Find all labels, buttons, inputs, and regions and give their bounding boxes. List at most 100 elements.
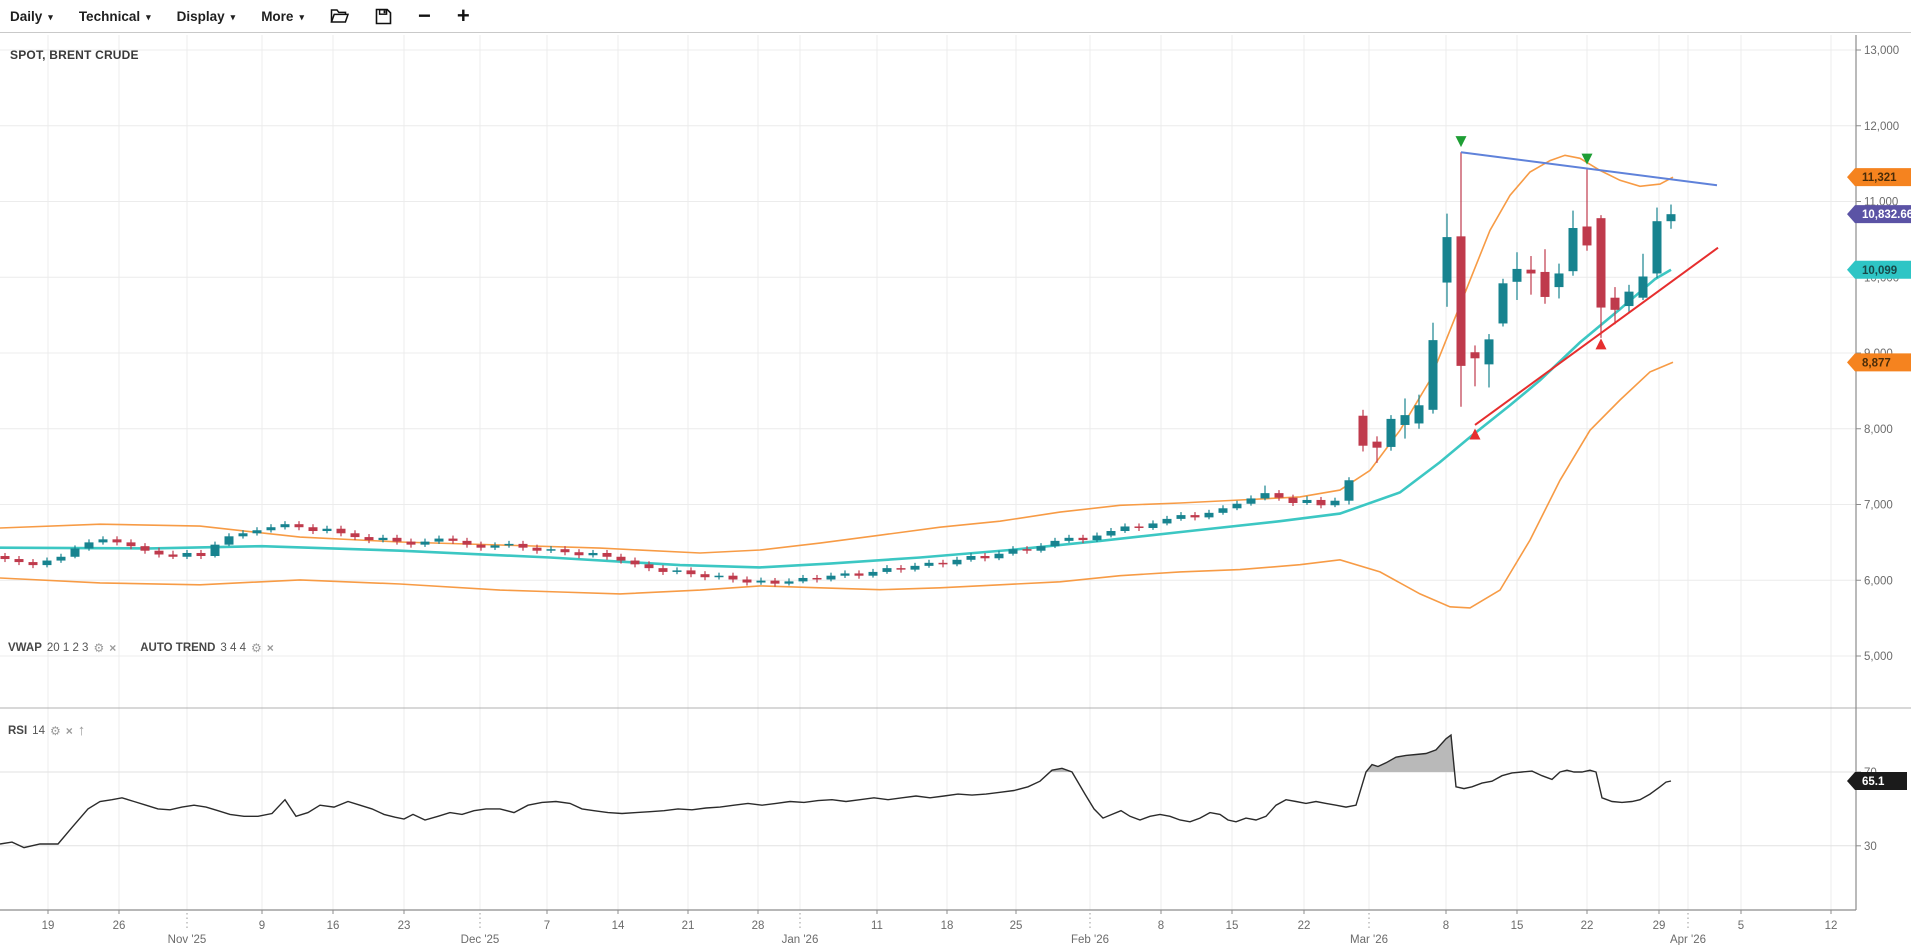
candle[interactable] [126, 542, 136, 547]
candle[interactable] [462, 540, 472, 545]
candle[interactable] [658, 568, 668, 572]
candle[interactable] [532, 547, 542, 551]
candle[interactable] [1330, 500, 1340, 506]
candle[interactable] [1050, 540, 1060, 547]
candle[interactable] [574, 552, 584, 556]
pivot-marker-down-icon[interactable] [1581, 153, 1593, 165]
candle[interactable] [1036, 546, 1046, 551]
candle[interactable] [1106, 531, 1116, 536]
candle[interactable] [952, 559, 962, 565]
candle[interactable] [168, 554, 178, 557]
candle[interactable] [742, 579, 752, 583]
candle[interactable] [490, 545, 500, 548]
candle[interactable] [1316, 499, 1326, 506]
candle[interactable] [924, 562, 934, 566]
candle[interactable] [294, 524, 304, 528]
candle[interactable] [14, 559, 24, 563]
candle[interactable] [1288, 497, 1298, 503]
candle[interactable] [364, 537, 374, 541]
candle[interactable] [0, 556, 10, 560]
candle[interactable] [686, 570, 696, 575]
candle[interactable] [1582, 226, 1592, 246]
candle[interactable] [182, 552, 192, 557]
candle[interactable] [798, 577, 808, 582]
candle[interactable] [1204, 512, 1214, 518]
menu-display[interactable]: Display ▾ [177, 9, 236, 24]
close-icon[interactable]: × [65, 723, 73, 738]
pivot-marker-up-icon[interactable] [1469, 428, 1481, 440]
candle[interactable] [994, 553, 1004, 559]
candle[interactable] [1652, 221, 1662, 274]
save-icon[interactable] [375, 8, 392, 25]
candle[interactable] [1554, 273, 1564, 288]
candle[interactable] [1190, 515, 1200, 518]
candle[interactable] [336, 528, 346, 534]
candle[interactable] [1596, 218, 1606, 308]
candle[interactable] [70, 548, 80, 557]
candle[interactable] [476, 544, 486, 548]
trend-line-support[interactable] [1474, 246, 1719, 426]
candle[interactable] [308, 527, 318, 532]
candle[interactable] [322, 528, 332, 532]
candle[interactable] [1008, 549, 1018, 554]
zoom-out-icon[interactable]: − [417, 3, 431, 28]
candle[interactable] [1372, 441, 1382, 448]
candle[interactable] [1148, 523, 1158, 528]
candle[interactable] [826, 575, 836, 580]
open-folder-icon[interactable] [330, 8, 349, 24]
candle[interactable] [1470, 352, 1480, 359]
band-lower-line[interactable] [0, 361, 1674, 609]
candle[interactable] [56, 556, 66, 561]
candle[interactable] [1400, 415, 1410, 425]
candle[interactable] [560, 549, 570, 553]
candle[interactable] [1428, 340, 1438, 410]
candle[interactable] [840, 573, 850, 576]
candle[interactable] [504, 543, 514, 546]
band-upper-line[interactable] [0, 154, 1674, 554]
candle[interactable] [1232, 503, 1242, 509]
candle[interactable] [1484, 339, 1494, 365]
candle[interactable] [784, 581, 794, 584]
candle[interactable] [896, 568, 906, 570]
candle[interactable] [1092, 535, 1102, 541]
candle[interactable] [630, 560, 640, 565]
candle[interactable] [1176, 515, 1186, 519]
candle[interactable] [938, 562, 948, 565]
candle[interactable] [378, 537, 388, 541]
candle[interactable] [1610, 297, 1620, 310]
candle[interactable] [966, 556, 976, 560]
menu-technical[interactable]: Technical ▾ [79, 9, 151, 24]
candle[interactable] [196, 552, 206, 557]
candle[interactable] [140, 546, 150, 551]
candle[interactable] [1512, 268, 1522, 282]
candle[interactable] [1120, 526, 1130, 532]
candle[interactable] [1498, 283, 1508, 324]
candle[interactable] [518, 543, 528, 548]
candle[interactable] [1260, 493, 1270, 499]
candle[interactable] [672, 570, 682, 572]
candle[interactable] [980, 556, 990, 559]
candle[interactable] [1246, 498, 1256, 504]
candle[interactable] [616, 556, 626, 561]
candle[interactable] [1064, 537, 1074, 541]
candle[interactable] [154, 550, 164, 555]
candle[interactable] [728, 575, 738, 580]
move-up-icon[interactable]: ↑ [77, 722, 86, 739]
candle[interactable] [448, 538, 458, 541]
candle[interactable] [1358, 415, 1368, 446]
trend-line-resistance[interactable] [1460, 151, 1718, 187]
candle[interactable] [1078, 537, 1088, 541]
candle[interactable] [224, 536, 234, 545]
candle[interactable] [1218, 508, 1228, 513]
candle[interactable] [1666, 214, 1676, 222]
candle[interactable] [910, 565, 920, 570]
candle[interactable] [1540, 271, 1550, 297]
candle[interactable] [238, 533, 248, 537]
candle[interactable] [1526, 269, 1536, 274]
pivot-marker-down-icon[interactable] [1455, 136, 1467, 148]
candle[interactable] [546, 549, 556, 551]
gear-icon[interactable]: ⚙ [93, 641, 105, 655]
candle[interactable] [700, 574, 710, 578]
candle[interactable] [84, 542, 94, 549]
